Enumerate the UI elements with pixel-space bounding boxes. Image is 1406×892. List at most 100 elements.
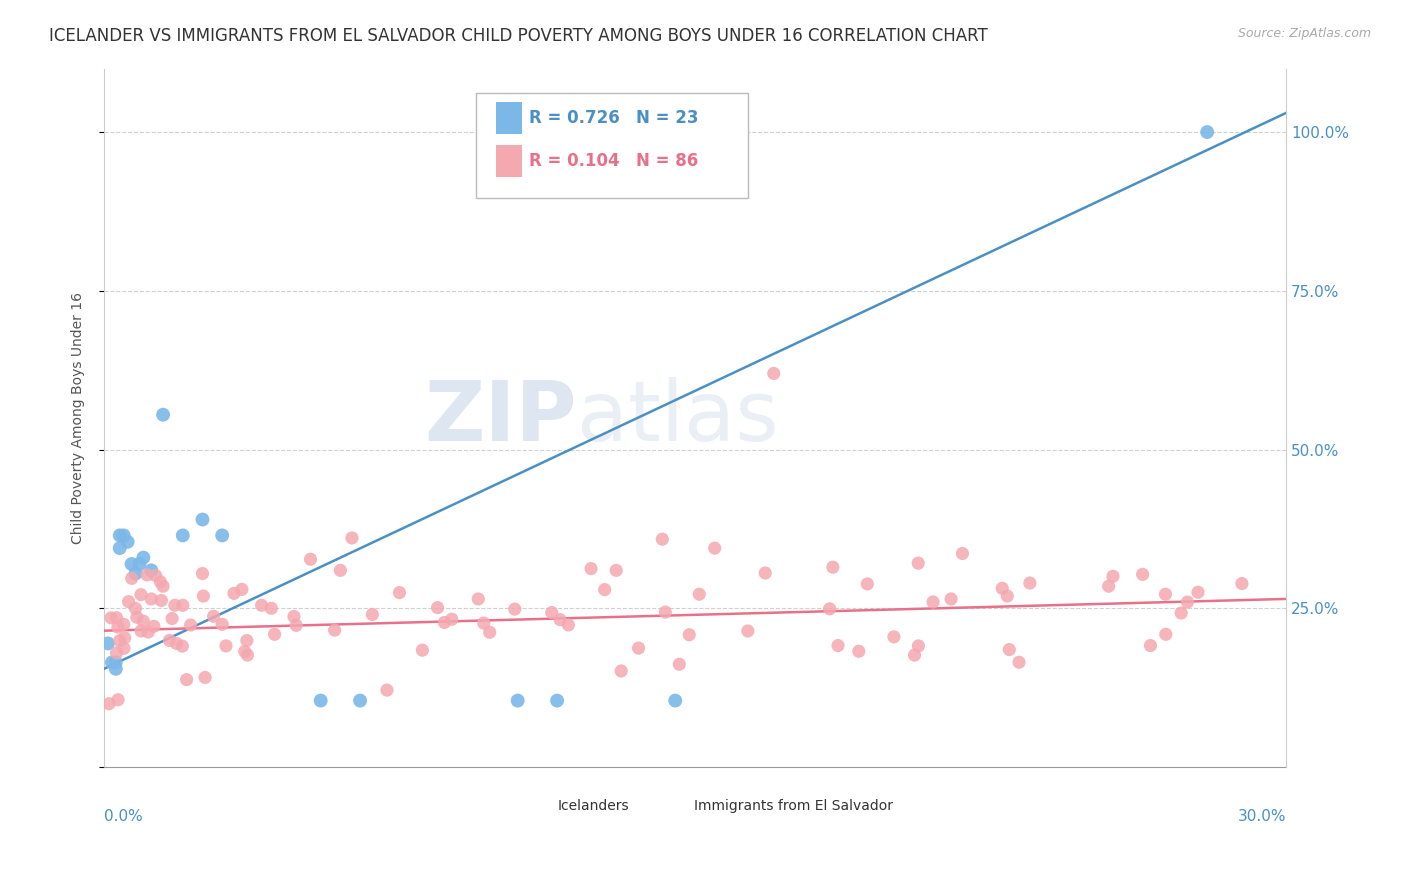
Bar: [496, 103, 523, 134]
Point: [136, 567, 159, 582]
Point: [285, 618, 308, 632]
Point: [998, 642, 1021, 657]
Text: Icelanders: Icelanders: [558, 798, 630, 813]
Point: [104, 662, 127, 676]
Point: [668, 657, 690, 672]
Point: [309, 693, 332, 707]
Point: [546, 693, 568, 707]
Y-axis label: Child Poverty Among Boys Under 16: Child Poverty Among Boys Under 16: [72, 292, 86, 544]
Point: [627, 641, 650, 656]
Point: [411, 643, 433, 657]
Point: [952, 546, 974, 560]
Point: [388, 585, 411, 599]
Point: [1230, 576, 1253, 591]
Point: [1170, 606, 1192, 620]
Bar: [496, 145, 523, 177]
FancyBboxPatch shape: [477, 93, 748, 198]
Point: [128, 557, 150, 571]
Point: [108, 633, 131, 648]
Point: [101, 656, 124, 670]
Point: [323, 623, 346, 637]
Point: [193, 589, 215, 603]
Point: [105, 611, 128, 625]
Text: ICELANDER VS IMMIGRANTS FROM EL SALVADOR CHILD POVERTY AMONG BOYS UNDER 16 CORRE: ICELANDER VS IMMIGRANTS FROM EL SALVADOR…: [49, 27, 988, 45]
Point: [112, 641, 135, 656]
Point: [883, 630, 905, 644]
Point: [299, 552, 322, 566]
Point: [263, 627, 285, 641]
Point: [107, 692, 129, 706]
Point: [557, 618, 579, 632]
Point: [145, 568, 167, 582]
Point: [361, 607, 384, 622]
Point: [579, 561, 602, 575]
Point: [440, 612, 463, 626]
Point: [159, 633, 181, 648]
Point: [124, 601, 146, 615]
Text: ZIP: ZIP: [425, 377, 576, 458]
Point: [108, 528, 131, 542]
Point: [98, 697, 121, 711]
Point: [124, 566, 146, 581]
Text: N = 86: N = 86: [636, 152, 699, 170]
Point: [340, 531, 363, 545]
Point: [222, 586, 245, 600]
Text: Source: ZipAtlas.com: Source: ZipAtlas.com: [1237, 27, 1371, 40]
Point: [149, 574, 172, 589]
Point: [117, 534, 139, 549]
Point: [991, 582, 1014, 596]
Point: [1132, 567, 1154, 582]
Point: [172, 528, 194, 542]
Point: [260, 601, 283, 615]
Point: [593, 582, 616, 597]
Point: [152, 408, 174, 422]
Text: R = 0.726: R = 0.726: [530, 109, 620, 127]
Point: [141, 591, 163, 606]
Point: [136, 625, 159, 640]
Point: [250, 599, 273, 613]
Text: N = 23: N = 23: [636, 109, 699, 127]
Point: [922, 595, 945, 609]
Point: [166, 636, 188, 650]
Point: [1018, 576, 1040, 591]
Point: [1139, 639, 1161, 653]
Point: [426, 600, 449, 615]
Point: [231, 582, 253, 597]
Point: [467, 591, 489, 606]
Point: [1177, 595, 1199, 609]
Point: [506, 693, 529, 707]
Point: [651, 532, 673, 546]
Point: [1154, 587, 1177, 601]
Point: [129, 588, 152, 602]
Point: [114, 631, 136, 645]
Text: R = 0.104: R = 0.104: [530, 152, 620, 170]
Point: [548, 613, 571, 627]
Point: [349, 693, 371, 707]
Point: [472, 616, 495, 631]
Text: atlas: atlas: [576, 377, 779, 458]
Point: [141, 563, 163, 577]
Point: [1197, 125, 1219, 139]
Point: [610, 664, 633, 678]
Point: [754, 566, 776, 580]
Point: [903, 648, 925, 662]
Point: [688, 587, 710, 601]
Point: [202, 609, 225, 624]
Point: [129, 624, 152, 638]
Point: [827, 639, 849, 653]
Point: [152, 579, 174, 593]
Point: [1187, 585, 1209, 599]
Point: [1154, 627, 1177, 641]
Point: [121, 571, 143, 585]
Bar: [530, 796, 551, 816]
Point: [180, 618, 202, 632]
Point: [233, 644, 256, 658]
Point: [654, 605, 676, 619]
Text: Immigrants from El Salvador: Immigrants from El Salvador: [693, 798, 893, 813]
Point: [329, 563, 352, 577]
Point: [142, 619, 165, 633]
Point: [108, 541, 131, 555]
Point: [112, 528, 135, 542]
Point: [194, 670, 217, 684]
Point: [97, 636, 120, 650]
